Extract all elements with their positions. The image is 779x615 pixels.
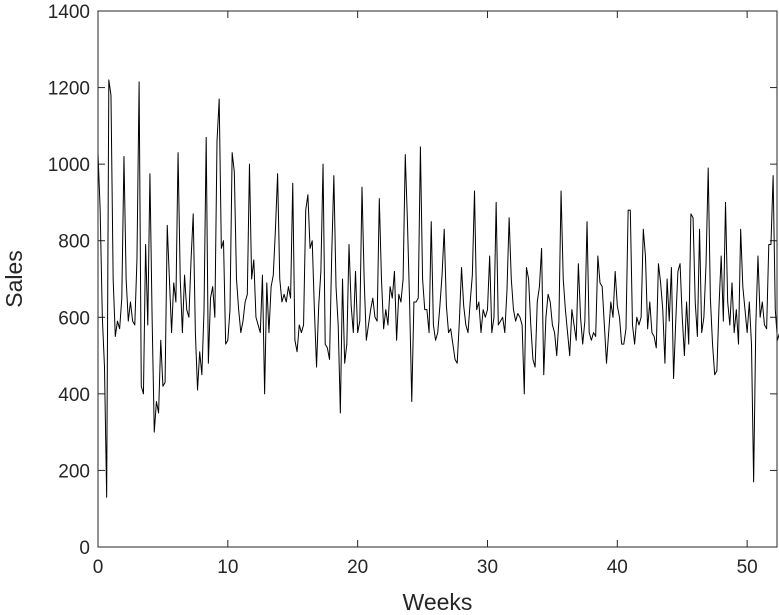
y-tick-label: 1400 bbox=[48, 2, 90, 23]
plot-area-frame bbox=[97, 10, 778, 548]
y-tick-label: 1200 bbox=[48, 79, 90, 100]
y-tick-label: 400 bbox=[58, 385, 90, 406]
y-tick-label: 800 bbox=[58, 232, 90, 253]
x-tick-label: 10 bbox=[217, 557, 238, 578]
x-axis-title: Weeks bbox=[403, 589, 473, 615]
y-tick-label: 200 bbox=[58, 461, 90, 482]
x-tick-label: 30 bbox=[477, 557, 498, 578]
x-tick-label: 0 bbox=[93, 557, 104, 578]
y-axis-title: Sales bbox=[1, 250, 27, 308]
x-tick-label: 20 bbox=[347, 557, 368, 578]
y-tick-label: 1000 bbox=[48, 155, 90, 176]
x-axis-ticks: 0 10 20 30 40 50 bbox=[93, 11, 758, 578]
x-tick-label: 40 bbox=[607, 557, 628, 578]
y-tick-label: 600 bbox=[58, 308, 90, 329]
sales-series-line bbox=[97, 79, 779, 498]
y-tick-label: 0 bbox=[79, 538, 90, 559]
x-tick-label: 50 bbox=[737, 557, 758, 578]
y-axis-ticks: 0 200 400 600 800 1000 1200 1400 bbox=[48, 2, 777, 559]
